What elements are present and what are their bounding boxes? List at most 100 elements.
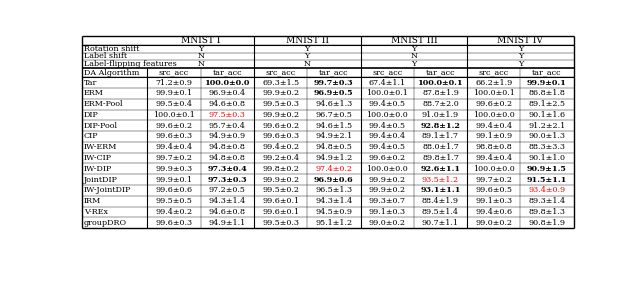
- Text: MNIST I: MNIST I: [181, 36, 220, 45]
- Text: 95.1±1.2: 95.1±1.2: [316, 219, 353, 227]
- Text: 96.9±0.6: 96.9±0.6: [314, 176, 354, 184]
- Text: 97.4±0.2: 97.4±0.2: [316, 165, 353, 173]
- Text: 90.7±1.1: 90.7±1.1: [422, 219, 459, 227]
- Text: 99.6±0.5: 99.6±0.5: [476, 186, 512, 194]
- Text: 99.4±0.4: 99.4±0.4: [475, 154, 512, 162]
- Text: CIP: CIP: [84, 133, 99, 141]
- Text: 99.9±0.2: 99.9±0.2: [262, 111, 299, 119]
- Text: Y: Y: [305, 53, 310, 60]
- Text: Y: Y: [518, 60, 523, 68]
- Text: 67.4±1.1: 67.4±1.1: [369, 79, 406, 87]
- Text: Label-flipping features: Label-flipping features: [84, 60, 177, 68]
- Text: JointDIP: JointDIP: [84, 176, 118, 184]
- Text: 97.3±0.3: 97.3±0.3: [207, 176, 247, 184]
- Text: 96.9±0.4: 96.9±0.4: [209, 89, 246, 97]
- Text: 99.4±0.2: 99.4±0.2: [156, 208, 193, 216]
- Text: Y: Y: [411, 60, 417, 68]
- Text: 96.7±0.5: 96.7±0.5: [316, 111, 353, 119]
- Text: 99.4±0.6: 99.4±0.6: [475, 208, 512, 216]
- Text: 69.3±1.5: 69.3±1.5: [262, 79, 299, 87]
- Text: ERM-Pool: ERM-Pool: [84, 100, 124, 108]
- Text: 99.9±0.3: 99.9±0.3: [156, 165, 193, 173]
- Text: 94.5±0.9: 94.5±0.9: [316, 208, 353, 216]
- Text: MNIST III: MNIST III: [390, 36, 437, 45]
- Text: 100.0±0.1: 100.0±0.1: [473, 89, 515, 97]
- Text: 99.5±0.5: 99.5±0.5: [156, 197, 193, 205]
- Text: 94.8±0.5: 94.8±0.5: [316, 143, 353, 151]
- Text: 99.7±0.3: 99.7±0.3: [314, 79, 354, 87]
- Text: 94.8±0.8: 94.8±0.8: [209, 143, 246, 151]
- Text: DIP: DIP: [84, 111, 99, 119]
- Text: 91.5±1.1: 91.5±1.1: [527, 176, 567, 184]
- Text: 94.3±1.4: 94.3±1.4: [316, 197, 353, 205]
- Text: 99.4±0.4: 99.4±0.4: [475, 122, 512, 130]
- Text: 99.9±0.2: 99.9±0.2: [369, 176, 406, 184]
- Text: 94.6±1.5: 94.6±1.5: [316, 122, 353, 130]
- Text: 96.9±0.5: 96.9±0.5: [314, 89, 354, 97]
- Text: 90.8±1.9: 90.8±1.9: [529, 219, 566, 227]
- Text: 92.8±1.2: 92.8±1.2: [420, 122, 460, 130]
- Text: 86.8±1.8: 86.8±1.8: [529, 89, 566, 97]
- Text: 99.4±0.5: 99.4±0.5: [369, 100, 406, 108]
- Text: 99.9±0.1: 99.9±0.1: [156, 89, 193, 97]
- Text: 94.3±1.4: 94.3±1.4: [209, 197, 246, 205]
- Text: 99.5±0.3: 99.5±0.3: [262, 100, 299, 108]
- Text: tar_acc: tar_acc: [426, 68, 455, 77]
- Text: 88.4±1.9: 88.4±1.9: [422, 197, 459, 205]
- Text: src_acc: src_acc: [479, 68, 509, 77]
- Text: 97.3±0.4: 97.3±0.4: [207, 165, 247, 173]
- Text: 94.9±2.1: 94.9±2.1: [316, 133, 353, 141]
- Text: 99.6±0.3: 99.6±0.3: [262, 133, 299, 141]
- Text: 89.5±1.4: 89.5±1.4: [422, 208, 459, 216]
- Text: 99.9±0.1: 99.9±0.1: [527, 79, 567, 87]
- Text: 90.9±1.5: 90.9±1.5: [527, 165, 567, 173]
- Text: 99.9±0.2: 99.9±0.2: [262, 89, 299, 97]
- Text: 100.0±0.0: 100.0±0.0: [366, 111, 408, 119]
- Text: 100.0±0.1: 100.0±0.1: [418, 79, 463, 87]
- Text: 99.6±0.3: 99.6±0.3: [156, 219, 193, 227]
- Text: 99.5±0.4: 99.5±0.4: [156, 100, 193, 108]
- Text: 99.7±0.2: 99.7±0.2: [476, 176, 512, 184]
- Text: IW-CIP: IW-CIP: [84, 154, 112, 162]
- Text: N: N: [197, 60, 204, 68]
- Text: 94.8±0.8: 94.8±0.8: [209, 154, 246, 162]
- Text: groupDRO: groupDRO: [84, 219, 127, 227]
- Text: Y: Y: [518, 45, 523, 53]
- Text: IW-ERM: IW-ERM: [84, 143, 117, 151]
- Text: 100.0±0.1: 100.0±0.1: [366, 89, 408, 97]
- Text: 99.6±0.2: 99.6±0.2: [369, 154, 406, 162]
- Text: 97.2±0.5: 97.2±0.5: [209, 186, 246, 194]
- Text: tar_acc: tar_acc: [212, 68, 242, 77]
- Text: 94.9±1.1: 94.9±1.1: [209, 219, 246, 227]
- Text: 66.2±1.9: 66.2±1.9: [475, 79, 513, 87]
- Text: 99.1±0.3: 99.1±0.3: [475, 197, 512, 205]
- Text: 94.6±0.8: 94.6±0.8: [209, 208, 246, 216]
- Text: 93.1±1.1: 93.1±1.1: [420, 186, 461, 194]
- Text: Label shift: Label shift: [84, 53, 127, 60]
- Text: 89.8±1.7: 89.8±1.7: [422, 154, 459, 162]
- Text: 99.6±0.2: 99.6±0.2: [475, 100, 512, 108]
- Text: IRM: IRM: [84, 197, 101, 205]
- Text: V-REx: V-REx: [84, 208, 108, 216]
- Text: Rotation shift: Rotation shift: [84, 45, 140, 53]
- Text: Y: Y: [305, 45, 310, 53]
- Text: 100.0±0.0: 100.0±0.0: [205, 79, 250, 87]
- Text: Y: Y: [411, 45, 417, 53]
- Text: 99.0±0.2: 99.0±0.2: [476, 219, 512, 227]
- Text: N: N: [304, 60, 311, 68]
- Text: 90.0±1.3: 90.0±1.3: [529, 133, 566, 141]
- Text: Tar: Tar: [84, 79, 97, 87]
- Text: 99.1±0.9: 99.1±0.9: [475, 133, 512, 141]
- Text: IW-DIP: IW-DIP: [84, 165, 112, 173]
- Text: 89.8±1.3: 89.8±1.3: [529, 208, 566, 216]
- Text: 89.1±2.5: 89.1±2.5: [529, 100, 566, 108]
- Text: 94.6±0.8: 94.6±0.8: [209, 100, 246, 108]
- Text: Y: Y: [198, 45, 204, 53]
- Text: 99.3±0.7: 99.3±0.7: [369, 197, 406, 205]
- Text: 88.3±3.3: 88.3±3.3: [529, 143, 566, 151]
- Text: 99.4±0.5: 99.4±0.5: [369, 143, 406, 151]
- Text: 94.9±0.9: 94.9±0.9: [209, 133, 246, 141]
- Text: 99.5±0.3: 99.5±0.3: [262, 219, 299, 227]
- Text: 99.9±0.2: 99.9±0.2: [262, 176, 299, 184]
- Text: 99.7±0.2: 99.7±0.2: [156, 154, 193, 162]
